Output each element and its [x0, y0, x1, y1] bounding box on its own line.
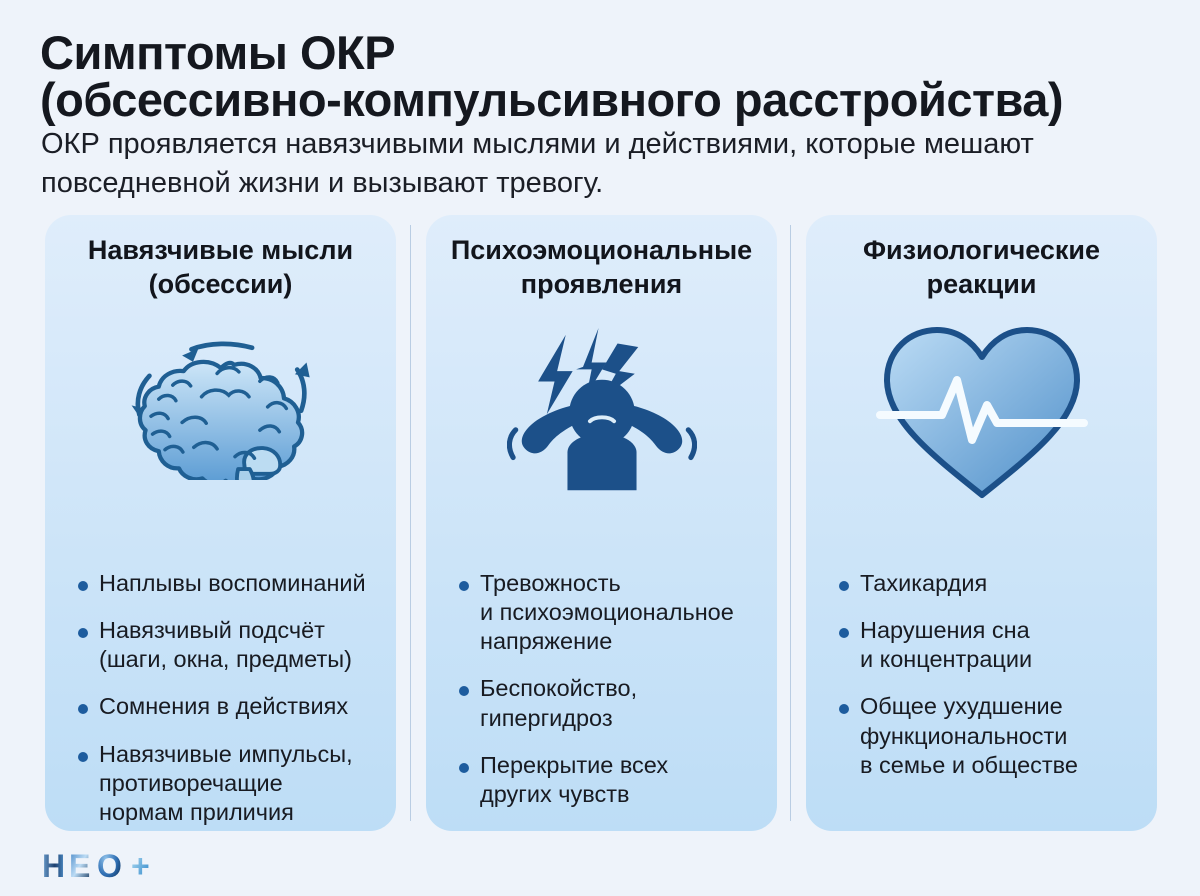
svg-text:Е: Е: [69, 850, 90, 884]
svg-text:+: +: [131, 850, 150, 884]
svg-text:О: О: [97, 850, 122, 884]
svg-text:Н: Н: [42, 850, 65, 884]
